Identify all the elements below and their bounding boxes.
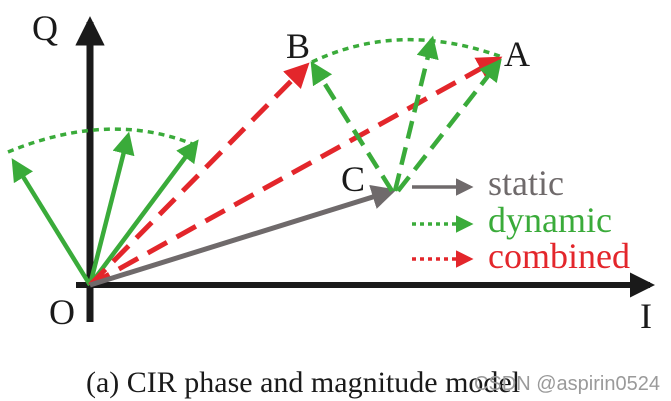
legend: static dynamic combined — [412, 163, 630, 276]
i-axis-label: I — [640, 296, 652, 336]
legend-dynamic-label: dynamic — [488, 200, 612, 240]
dynamic-vector-c-to-b — [310, 61, 394, 193]
dynamic-vector-3 — [88, 139, 199, 287]
point-a-label: A — [504, 34, 530, 74]
point-b-label: B — [286, 26, 310, 66]
point-c-label: C — [341, 159, 365, 199]
dynamic-vector-2 — [87, 131, 135, 286]
figure-caption: (a) CIR phase and magnitude model — [86, 366, 520, 399]
dynamic-arc-right — [311, 37, 503, 64]
dynamic-vector-1 — [11, 158, 92, 287]
legend-combined-label: combined — [488, 236, 630, 276]
combined-vector-b — [88, 62, 310, 287]
dynamic-arc-left — [7, 127, 196, 154]
legend-static-label: static — [488, 163, 564, 203]
q-axis-label: Q — [32, 8, 58, 48]
static-vector — [89, 185, 397, 288]
dynamic-vector-c-to-a — [396, 58, 502, 193]
origin-label: O — [49, 292, 75, 332]
watermark: CSDN @aspirin0524 — [474, 373, 660, 395]
combined-vector-a — [88, 56, 503, 288]
